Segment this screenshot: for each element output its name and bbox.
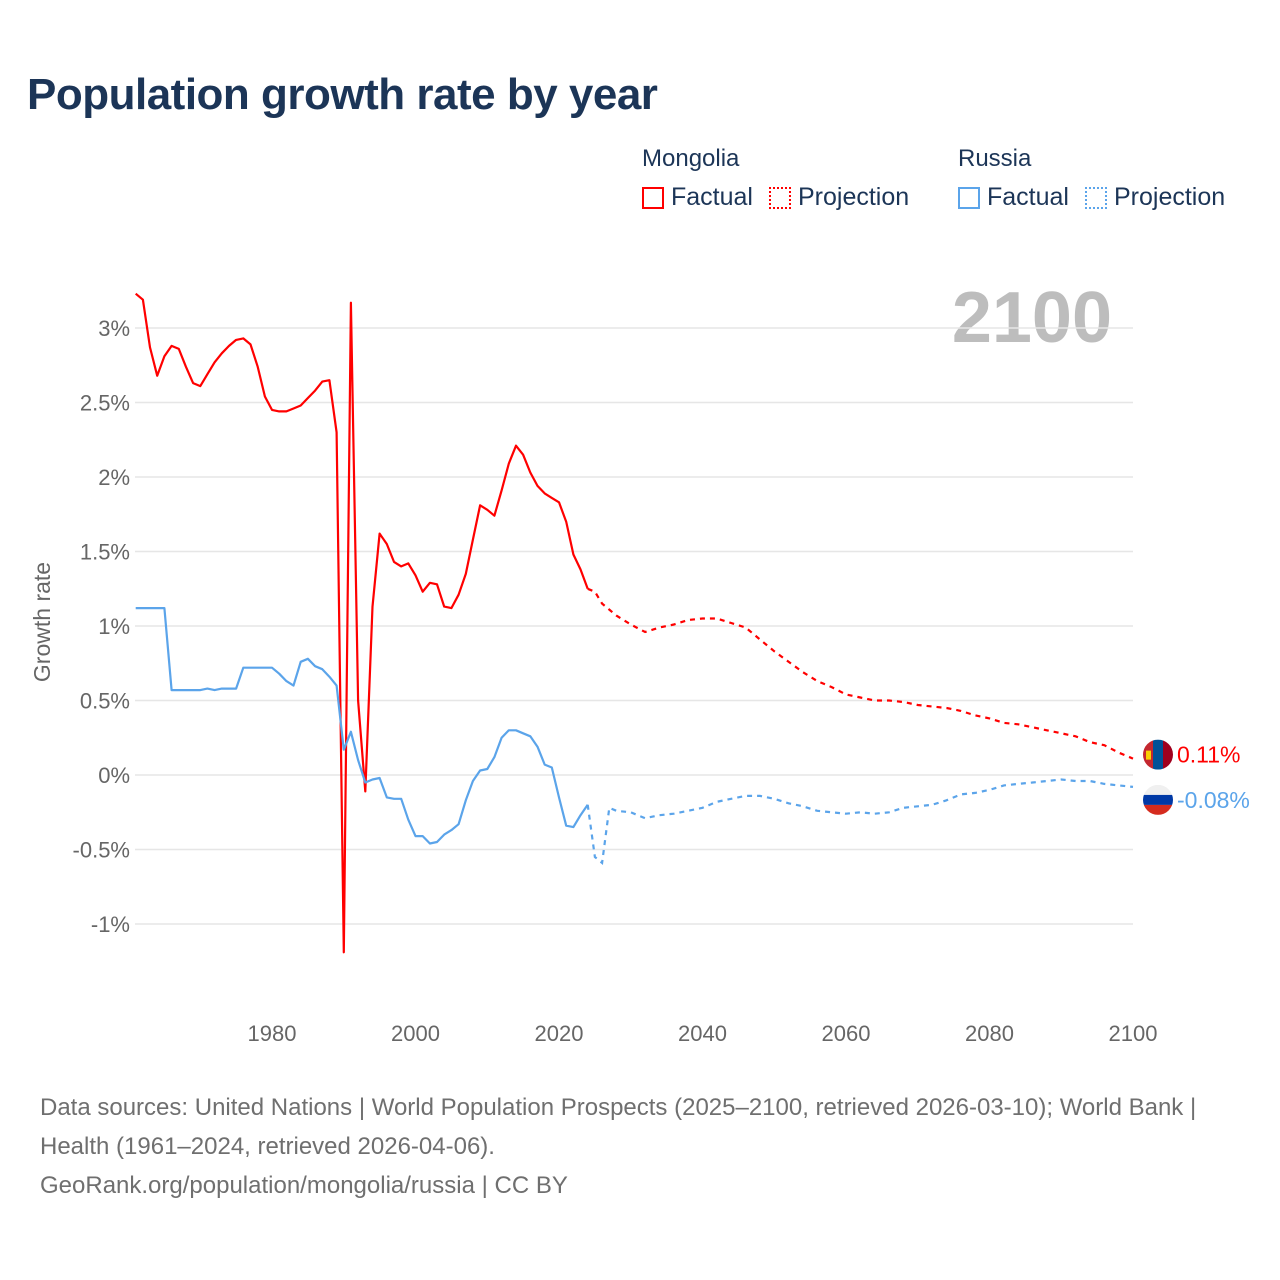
y-tick-label: 0% xyxy=(98,763,130,788)
year-indicator: 2100 xyxy=(952,278,1112,358)
flag-stripe xyxy=(1153,739,1163,770)
russia-projection-line xyxy=(586,778,1134,866)
y-tick-label: 2% xyxy=(98,465,130,490)
y-tick-label: 2.5% xyxy=(80,391,130,416)
legend-country-label: Russia xyxy=(958,145,1032,172)
y-tick-label: -0.5% xyxy=(73,838,130,863)
legend-mongolia-projection[interactable]: Projection xyxy=(768,183,910,212)
flag-stripe xyxy=(1143,794,1173,805)
y-tick-label: 3% xyxy=(98,316,130,341)
russia-end-label: -0.08% xyxy=(1177,787,1250,813)
legend-label: Projection xyxy=(1113,183,1226,211)
russia-flag-icon xyxy=(1143,784,1173,815)
flag-stripe xyxy=(1143,804,1173,815)
legend-label: Factual xyxy=(671,183,753,211)
y-axis-label: Growth rate xyxy=(29,562,55,682)
dotted-swatch-icon xyxy=(768,186,791,209)
data-sources: Data sources: United Nations | World Pop… xyxy=(40,1094,1197,1160)
plot-area: 2100 Growth rate 3% 2.5% 2% 1.5% 1% 0.5% 0% -0.… xyxy=(29,278,1250,1046)
legend-label: Factual xyxy=(987,183,1069,211)
x-tick-label: 2100 xyxy=(1109,1021,1158,1046)
x-tick-label: 2020 xyxy=(535,1021,584,1046)
mongolia-projection-line xyxy=(587,587,1134,760)
x-tick-label: 2060 xyxy=(822,1021,871,1046)
dotted-swatch-icon xyxy=(1084,186,1107,209)
x-tick-label: 2080 xyxy=(965,1021,1014,1046)
footer: Data sources: United Nations | World Pop… xyxy=(40,1088,1240,1205)
solid-swatch-icon xyxy=(642,186,664,209)
legend-country-label: Mongolia xyxy=(642,145,740,172)
chart-title: Population growth rate by year xyxy=(27,70,658,119)
soyombo-symbol xyxy=(1146,750,1151,760)
flag-stripe xyxy=(1143,784,1173,795)
legend-russia: Russia Factual Projection xyxy=(958,145,1241,212)
x-tick-label: 2040 xyxy=(678,1021,727,1046)
mongolia-end-label: 0.11% xyxy=(1177,742,1241,768)
x-tick-label: 1980 xyxy=(248,1021,297,1046)
legend-label: Projection xyxy=(797,183,910,211)
source-link[interactable]: GeoRank.org/population/mongolia/russia |… xyxy=(40,1172,568,1199)
y-tick-label: 0.5% xyxy=(80,689,130,714)
legend-russia-factual[interactable]: Factual xyxy=(958,183,1069,212)
legend-mongolia: Mongolia Factual Projection xyxy=(642,145,925,212)
y-tick-label: -1% xyxy=(91,912,130,937)
legend-mongolia-factual[interactable]: Factual xyxy=(642,183,753,212)
mongolia-factual-line xyxy=(134,292,589,954)
mongolia-flag-icon xyxy=(1143,739,1173,770)
y-tick-label: 1.5% xyxy=(80,540,130,565)
x-tick-label: 2000 xyxy=(391,1021,440,1046)
y-tick-label: 1% xyxy=(98,614,130,639)
flag-stripe xyxy=(1163,739,1173,770)
solid-swatch-icon xyxy=(958,186,980,209)
russia-factual-line xyxy=(135,607,589,845)
legend-russia-projection[interactable]: Projection xyxy=(1084,183,1226,212)
